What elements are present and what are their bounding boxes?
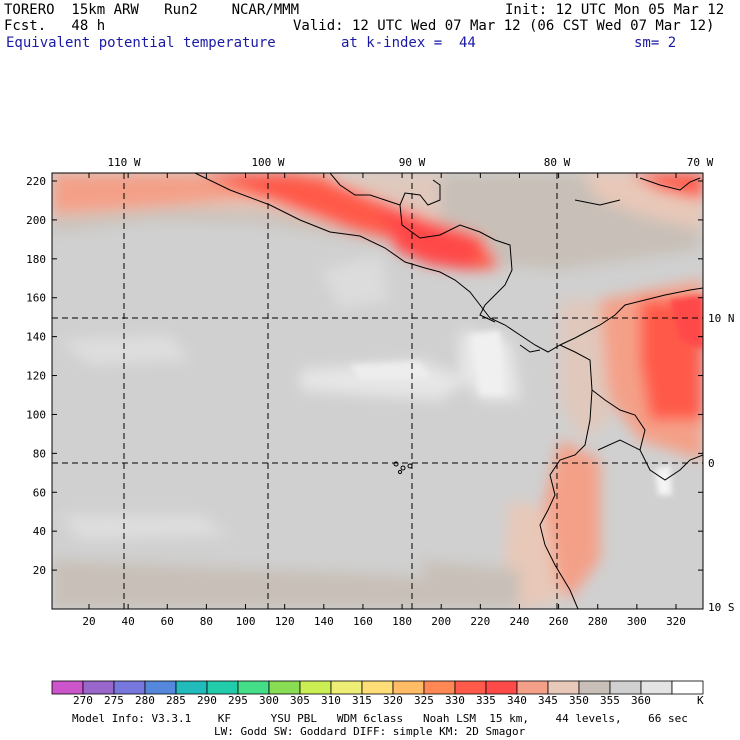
colorbar-label: 290 (197, 694, 217, 707)
colorbar-swatch (609, 680, 642, 695)
colorbar-label: 310 (321, 694, 341, 707)
x-tick-label: 20 (82, 615, 95, 628)
forecast-hour: Fcst. 48 h (4, 18, 106, 34)
x-tick-label: 140 (314, 615, 334, 628)
colorbar-label: 325 (414, 694, 434, 707)
colorbar-label: 320 (383, 694, 403, 707)
y-tick-label: 200 (26, 214, 46, 227)
colorbar-label: 275 (104, 694, 124, 707)
colorbar-swatch (113, 680, 146, 695)
longitude-label: 110 W (107, 156, 140, 169)
colorbar-swatch (361, 680, 394, 695)
colorbar-swatch (144, 680, 177, 695)
x-tick-label: 180 (392, 615, 412, 628)
colorbar-swatch (578, 680, 611, 695)
graticule (52, 173, 703, 609)
colorbar-swatch (82, 680, 115, 695)
latitude-label: 10 S (708, 601, 735, 614)
colorbar-label: 295 (228, 694, 248, 707)
model-title: TORERO 15km ARW Run2 NCAR/MMM (4, 2, 300, 18)
init-time: Init: 12 UTC Mon 05 Mar 12 (505, 2, 725, 18)
y-tick-label: 100 (26, 408, 46, 421)
colorbar-swatch (330, 680, 363, 695)
colorbar-label: 360 (631, 694, 651, 707)
latitude-label: 0 (708, 457, 715, 470)
longitude-label: 90 W (399, 156, 426, 169)
field-name: Equivalent potential temperature (6, 35, 276, 51)
coastlines (194, 173, 703, 609)
y-tick-label: 40 (33, 525, 46, 538)
colorbar-swatch (206, 680, 239, 695)
longitude-label: 70 W (687, 156, 714, 169)
map-frame (51, 172, 704, 610)
colorbar-swatch (237, 680, 270, 695)
colorbar-swatch (547, 680, 580, 695)
level-info: at k-index = 44 (341, 35, 476, 51)
colorbar-label: 340 (507, 694, 527, 707)
theta-e-field (52, 173, 703, 609)
colorbar-swatch (516, 680, 549, 695)
colorbar-label: 355 (600, 694, 620, 707)
x-tick-label: 260 (549, 615, 569, 628)
colorbar-label: 345 (538, 694, 558, 707)
x-tick-label: 220 (470, 615, 490, 628)
colorbar-swatch (299, 680, 332, 695)
y-tick-label: 160 (26, 292, 46, 305)
colorbar-swatch (175, 680, 208, 695)
latitude-label: 10 N (708, 312, 735, 325)
colorbar-swatch (392, 680, 425, 695)
y-tick-label: 20 (33, 564, 46, 577)
x-tick-label: 320 (666, 615, 686, 628)
latitude-labels: 10 N 0 10 S (708, 312, 735, 614)
colorbar-swatch (454, 680, 487, 695)
colorbar-swatch (268, 680, 301, 695)
valid-time: Valid: 12 UTC Wed 07 Mar 12 (06 CST Wed … (293, 18, 715, 34)
physics-info: LW: Godd SW: Goddard DIFF: simple KM: 2D… (214, 725, 526, 738)
colorbar-swatch (51, 680, 84, 695)
colorbar-unit: K (697, 694, 704, 707)
x-tick-label: 100 (236, 615, 256, 628)
y-tick-label: 120 (26, 370, 46, 383)
colorbar-swatch (640, 680, 673, 695)
colorbar-label: 335 (476, 694, 496, 707)
y-tick-label: 180 (26, 253, 46, 266)
colorbar (51, 680, 704, 695)
colorbar-label: 330 (445, 694, 465, 707)
x-tick-label: 240 (510, 615, 530, 628)
y-tick-label: 220 (26, 175, 46, 188)
y-tick-label: 60 (33, 486, 46, 499)
longitude-label: 100 W (251, 156, 284, 169)
x-axis-ticks: 20 40 60 80 100 120 140 160 180 200 220 240 260 280 30… (82, 173, 686, 628)
colorbar-label: 285 (166, 694, 186, 707)
x-tick-label: 300 (627, 615, 647, 628)
colorbar-label: 280 (135, 694, 155, 707)
x-tick-label: 80 (200, 615, 213, 628)
y-axis-ticks: 20 40 60 80 100 120 140 160 180 200 220 (26, 175, 703, 577)
colorbar-swatch (485, 680, 518, 695)
x-tick-label: 280 (588, 615, 608, 628)
y-tick-label: 140 (26, 331, 46, 344)
model-info: Model Info: V3.3.1 KF YSU PBL WDM 6class… (72, 712, 688, 725)
longitude-label: 80 W (544, 156, 571, 169)
x-tick-label: 60 (161, 615, 174, 628)
colorbar-label: 300 (259, 694, 279, 707)
x-tick-label: 40 (122, 615, 135, 628)
colorbar-label: 305 (290, 694, 310, 707)
colorbar-swatch (423, 680, 456, 695)
longitude-labels: 110 W 100 W 90 W 80 W 70 W (107, 156, 713, 169)
colorbar-label: 270 (73, 694, 93, 707)
y-tick-label: 80 (33, 447, 46, 460)
x-tick-label: 120 (275, 615, 295, 628)
colorbar-label: 350 (569, 694, 589, 707)
x-tick-label: 160 (353, 615, 373, 628)
x-tick-label: 200 (431, 615, 451, 628)
colorbar-swatch (671, 680, 704, 695)
smoothing-info: sm= 2 (634, 35, 677, 51)
colorbar-label: 315 (352, 694, 372, 707)
